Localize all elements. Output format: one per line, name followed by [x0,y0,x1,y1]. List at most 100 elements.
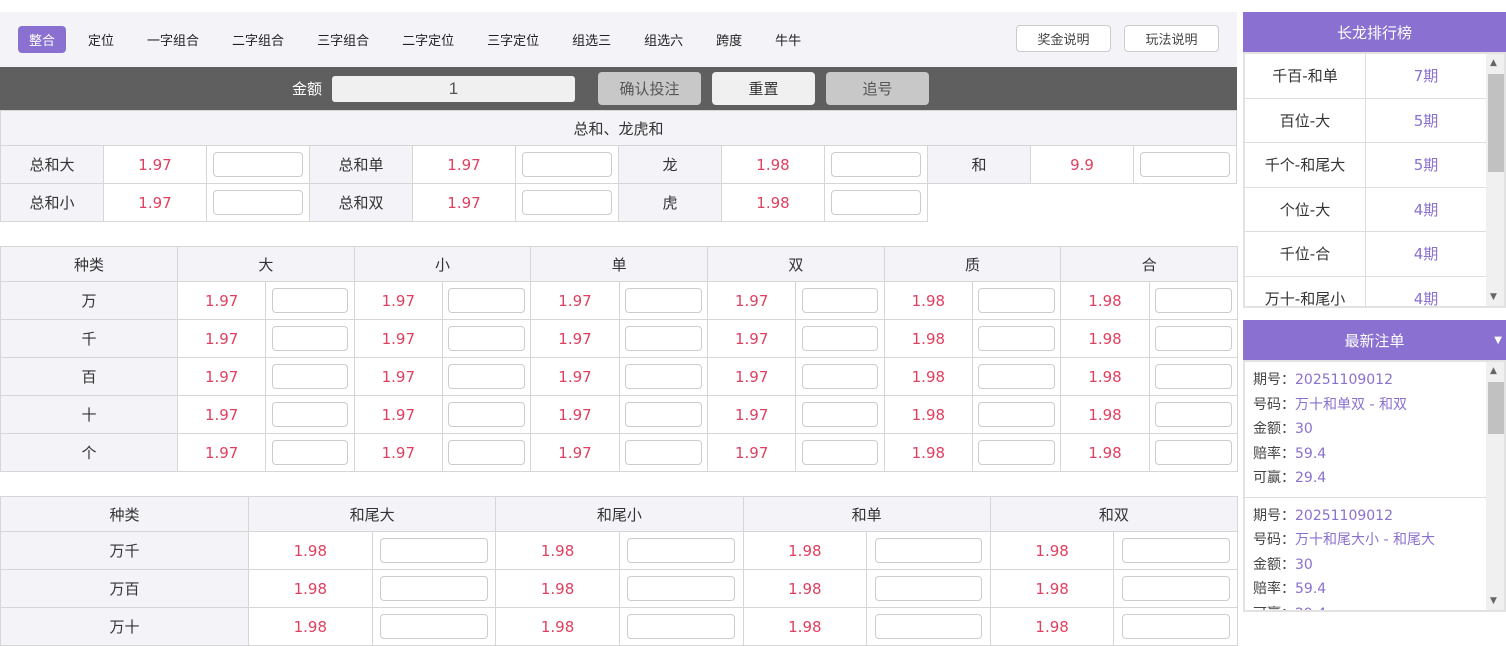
tab-9[interactable]: 跨度 [716,34,743,49]
bet-amount-input[interactable] [522,190,612,215]
reset-button[interactable]: 重置 [712,72,816,105]
bet-amount-input[interactable] [213,152,303,177]
tab-2[interactable]: 一字组合 [147,34,200,49]
bet-amount-input[interactable] [801,288,879,313]
bet-amount-input[interactable] [624,402,702,427]
tab-8[interactable]: 组选六 [644,34,684,49]
dragon-rank-item: 千位-合 4期 [1245,232,1486,277]
tab-7[interactable]: 组选三 [572,34,612,49]
odds: 1.98 [495,569,620,608]
bet-input-cell [371,569,497,608]
bet-amount-input[interactable] [874,538,983,563]
bet-amount-input[interactable] [978,326,1056,351]
bet-amount-input[interactable] [271,326,349,351]
bet-amount-input[interactable] [978,402,1056,427]
bet-amount-input[interactable] [448,326,526,351]
bet-amount-input[interactable] [1121,614,1230,639]
rules-button[interactable]: 玩法说明 [1124,25,1219,52]
rank-name: 千百-和单 [1272,67,1338,86]
amount-label: 金额 [292,80,323,98]
bet-amount-input[interactable] [1154,288,1232,313]
odds: 1.98 [742,569,868,608]
dragon-rank-item: 千个-和尾大 5期 [1245,143,1486,188]
tab-1[interactable]: 定位 [88,34,115,49]
confirm-bet-button[interactable]: 确认投注 [598,72,702,105]
order-field: 金额：30 [1253,417,1478,442]
tab-6[interactable]: 三字定位 [487,34,540,49]
bet-amount-input[interactable] [801,402,879,427]
bet-input-cell [795,319,885,358]
order-field-value: 万十和尾大小 - 和尾大 [1295,532,1435,548]
tab-3[interactable]: 二字组合 [232,34,285,49]
table-row: 十 1.97 1.97 1.97 1.97 1.98 1.98 [0,395,1239,434]
bet-amount-input[interactable] [627,614,736,639]
prize-info-button[interactable]: 奖金说明 [1016,25,1111,52]
bet-amount-input[interactable] [1121,538,1230,563]
row-name: 百 [0,357,178,396]
bet-amount-input[interactable] [978,440,1056,465]
bet-input-cell [972,395,1062,434]
column-header: 质 [883,246,1062,282]
table-row: 万千 1.98 1.98 1.98 1.98 [0,531,1239,570]
bet-amount-input[interactable] [448,364,526,389]
tab-10[interactable]: 牛牛 [775,34,802,49]
amount-input[interactable] [332,75,576,102]
bet-amount-input[interactable] [1140,152,1230,177]
bet-amount-input[interactable] [627,576,736,601]
bet-amount-input[interactable] [978,364,1056,389]
bet-amount-input[interactable] [1154,402,1232,427]
column-header: 双 [707,246,885,282]
bet-amount-input[interactable] [831,152,921,177]
odds: 1.98 [989,531,1115,570]
bet-amount-input[interactable] [978,288,1056,313]
bet-amount-input[interactable] [801,364,879,389]
bet-amount-input[interactable] [874,576,983,601]
odds: 1.98 [989,607,1115,646]
bet-amount-input[interactable] [1154,364,1232,389]
column-header: 大 [177,246,355,282]
bet-amount-input[interactable] [448,440,526,465]
bet-amount-input[interactable] [379,576,488,601]
table-row: 百 1.97 1.97 1.97 1.97 1.98 1.98 [0,357,1239,396]
bet-amount-input[interactable] [1154,440,1232,465]
bet-amount-input[interactable] [801,326,879,351]
bet-amount-input[interactable] [1121,576,1230,601]
bet-amount-input[interactable] [801,440,879,465]
latest-orders-header[interactable]: 最新注单 ▼ [1243,320,1506,360]
bet-amount-input[interactable] [271,440,349,465]
chase-button[interactable]: 追号 [826,72,930,105]
bet-amount-input[interactable] [271,364,349,389]
bet-amount-input[interactable] [627,538,736,563]
sum-section-title: 总和、龙虎和 [0,110,1237,146]
bet-amount-input[interactable] [271,288,349,313]
bet-amount-input[interactable] [624,364,702,389]
bet-amount-input[interactable] [874,614,983,639]
row-name: 个 [0,433,178,472]
bet-amount-input[interactable] [831,190,921,215]
bet-input-cell [618,319,709,358]
tab-4[interactable]: 三字组合 [317,34,370,49]
table-row: 个 1.97 1.97 1.97 1.97 1.98 1.98 [0,433,1239,472]
bet-amount-input[interactable] [379,614,488,639]
bet-amount-input[interactable] [1154,326,1232,351]
caret-down-icon[interactable]: ▼ [1494,334,1502,346]
bet-amount-input[interactable] [624,440,702,465]
bet-input-cell [441,319,532,358]
bet-amount-input[interactable] [379,538,488,563]
bet-amount-input[interactable] [624,326,702,351]
tab-0[interactable]: 整合 [18,26,67,53]
bet-amount-input[interactable] [213,190,303,215]
bet-amount-input[interactable] [271,402,349,427]
bet-amount-input[interactable] [448,402,526,427]
bet-amount-input[interactable] [448,288,526,313]
bet-amount-input[interactable] [522,152,612,177]
tab-5[interactable]: 二字定位 [402,34,455,49]
bet-input-cell [265,357,355,396]
scrollbar[interactable]: ▲ ▼ [1486,54,1504,306]
scrollbar[interactable]: ▲ ▼ [1486,362,1504,610]
odds: 1.98 [1060,319,1150,358]
bet-amount-input[interactable] [624,288,702,313]
bet-input-cell [824,183,928,222]
rank-name: 个位-大 [1279,200,1331,219]
order-field-label: 号码： [1253,396,1295,413]
